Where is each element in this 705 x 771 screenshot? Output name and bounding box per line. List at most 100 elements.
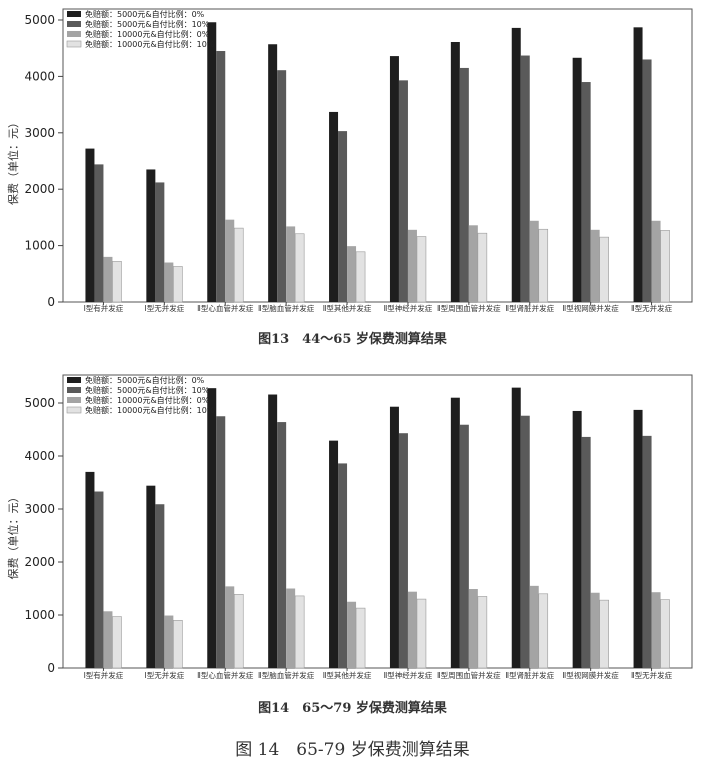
c14-bar	[642, 435, 652, 668]
c13-bar	[233, 227, 244, 303]
c13-x-tick-label: Ⅰ型无并发症	[144, 303, 184, 313]
c13-bar	[572, 57, 582, 303]
c14-bar	[173, 620, 183, 669]
c13-bar	[633, 27, 643, 302]
chart-44-65-svg: 0 1000 2000 3000 4000 5000 保费（单位：元） Ⅰ型有并发症 Ⅰ型无并发…	[6, 8, 693, 313]
c14-bar	[660, 599, 670, 669]
c13-y-tick-label: 5000	[24, 13, 55, 27]
c13-legend-swatch	[66, 40, 82, 48]
c13-bar	[468, 225, 478, 302]
c14-bar	[450, 397, 460, 668]
c13-bar	[338, 131, 348, 302]
c14-bar	[538, 593, 549, 669]
c14-bar	[329, 440, 339, 668]
c14-bar	[599, 599, 609, 669]
c13-bar	[277, 70, 287, 302]
c13-x-tick-label: Ⅱ型肾脏并发症	[505, 303, 554, 313]
c13-bar	[355, 251, 366, 303]
c13-bar	[103, 256, 113, 302]
c13-x-tick-label: Ⅱ型无并发症	[631, 303, 673, 313]
c13-bar	[590, 229, 600, 302]
c14-bar	[268, 394, 278, 668]
c13-x-tick-label: Ⅱ型神经并发症	[384, 303, 433, 313]
c13-bar	[85, 148, 95, 302]
c14-y-tick-label: 0	[47, 661, 55, 675]
c14-bar	[146, 485, 156, 668]
c13-x-tick-label: Ⅱ型心血管并发症	[197, 303, 254, 313]
c14-x-tick-label: Ⅰ型无并发症	[144, 670, 184, 680]
c13-bar	[416, 236, 427, 303]
c14-bar	[164, 615, 174, 668]
c13-bar	[538, 228, 549, 303]
c14-y-tick-label: 3000	[24, 502, 55, 516]
c14-bar	[520, 415, 530, 668]
figure-caption: 图 14 65-79 岁保费测算结果	[235, 740, 470, 760]
chart-65-79-caption: 图14 65～79 岁保费测算结果	[258, 701, 447, 716]
c14-bar	[225, 586, 235, 668]
c13-bar	[146, 169, 156, 302]
c14-bar	[207, 388, 217, 668]
c14-bar	[94, 491, 104, 668]
c13-y-tick-label: 2000	[24, 182, 55, 196]
c13-legend-label: 免赔额：10000元&自付比例：0%	[85, 29, 210, 39]
c14-legend-swatch	[66, 406, 82, 414]
c13-bar	[173, 266, 183, 303]
c14-bar	[581, 436, 591, 668]
c13-legend-swatch	[67, 21, 81, 27]
c14-plot-frame	[62, 374, 693, 669]
c14-legend-swatch	[67, 377, 81, 383]
c14-x-tick-label: Ⅱ型心血管并发症	[197, 670, 254, 680]
c14-legend-swatch	[67, 387, 81, 393]
c14-bar	[511, 387, 521, 668]
c13-x-tick-label: Ⅰ型有并发症	[84, 303, 124, 313]
c13-plot-frame	[62, 8, 693, 303]
c14-y-tick-label: 4000	[24, 449, 55, 463]
c14-bar	[572, 410, 582, 668]
c14-bar	[651, 592, 661, 668]
c14-bar	[398, 433, 408, 668]
c14-bar	[416, 598, 427, 669]
c13-y-tick-label: 0	[47, 295, 55, 309]
c14-y-tick-label: 1000	[24, 608, 55, 622]
c14-y-tick-label: 5000	[24, 396, 55, 410]
c13-x-tick-label: Ⅱ型周围血管并发症	[437, 303, 501, 313]
c14-bar	[112, 616, 122, 669]
c14-legend-label: 免赔额：5000元&自付比例：10%	[85, 385, 210, 395]
c13-legend-swatch	[67, 31, 81, 37]
c14-legend-swatch	[67, 397, 81, 403]
chart-65-79-svg: 0 1000 2000 3000 4000 5000 保费（单位：元） Ⅰ型有并发症 Ⅰ型无并发…	[6, 374, 693, 680]
c14-bar	[347, 601, 357, 668]
c13-bar	[268, 44, 278, 302]
c14-legend-label: 免赔额：10000元&自付比例：0%	[85, 395, 210, 405]
c13-y-axis-label: 保费（单位：元）	[6, 117, 20, 205]
c13-bar	[329, 111, 339, 302]
c14-bar	[294, 595, 305, 669]
c14-bar	[459, 424, 469, 668]
c14-bar	[477, 596, 488, 669]
c13-x-tick-label: Ⅱ型脑血管并发症	[258, 303, 315, 313]
c14-legend-label: 免赔额：5000元&自付比例：0%	[85, 375, 205, 385]
c14-bar	[355, 607, 366, 669]
c14-bar	[389, 406, 399, 668]
c14-x-tick-label: Ⅱ型无并发症	[631, 670, 673, 680]
c13-bar	[477, 232, 488, 303]
c13-x-tick-label: Ⅱ型其他并发症	[323, 303, 372, 313]
c14-bar	[633, 409, 643, 668]
c13-bar	[511, 27, 521, 303]
c14-bar	[529, 585, 539, 668]
c14-bar	[407, 591, 417, 668]
c13-bar	[216, 51, 226, 302]
c13-bar	[529, 220, 539, 302]
c14-x-tick-label: Ⅱ型视网膜并发症	[563, 670, 620, 680]
c14-bar	[85, 471, 95, 668]
c14-bar	[103, 611, 113, 668]
c13-y-tick-label: 4000	[24, 69, 55, 83]
c14-x-tick-label: Ⅰ型有并发症	[84, 670, 124, 680]
c13-bar	[398, 80, 408, 303]
c13-bar	[347, 246, 357, 302]
c14-bar	[216, 416, 226, 668]
c13-legend-label: 免赔额：5000元&自付比例：0%	[85, 9, 205, 19]
c13-bar	[450, 41, 460, 302]
c13-bar	[581, 82, 591, 302]
c14-x-tick-label: Ⅱ型周围血管并发症	[437, 670, 501, 680]
